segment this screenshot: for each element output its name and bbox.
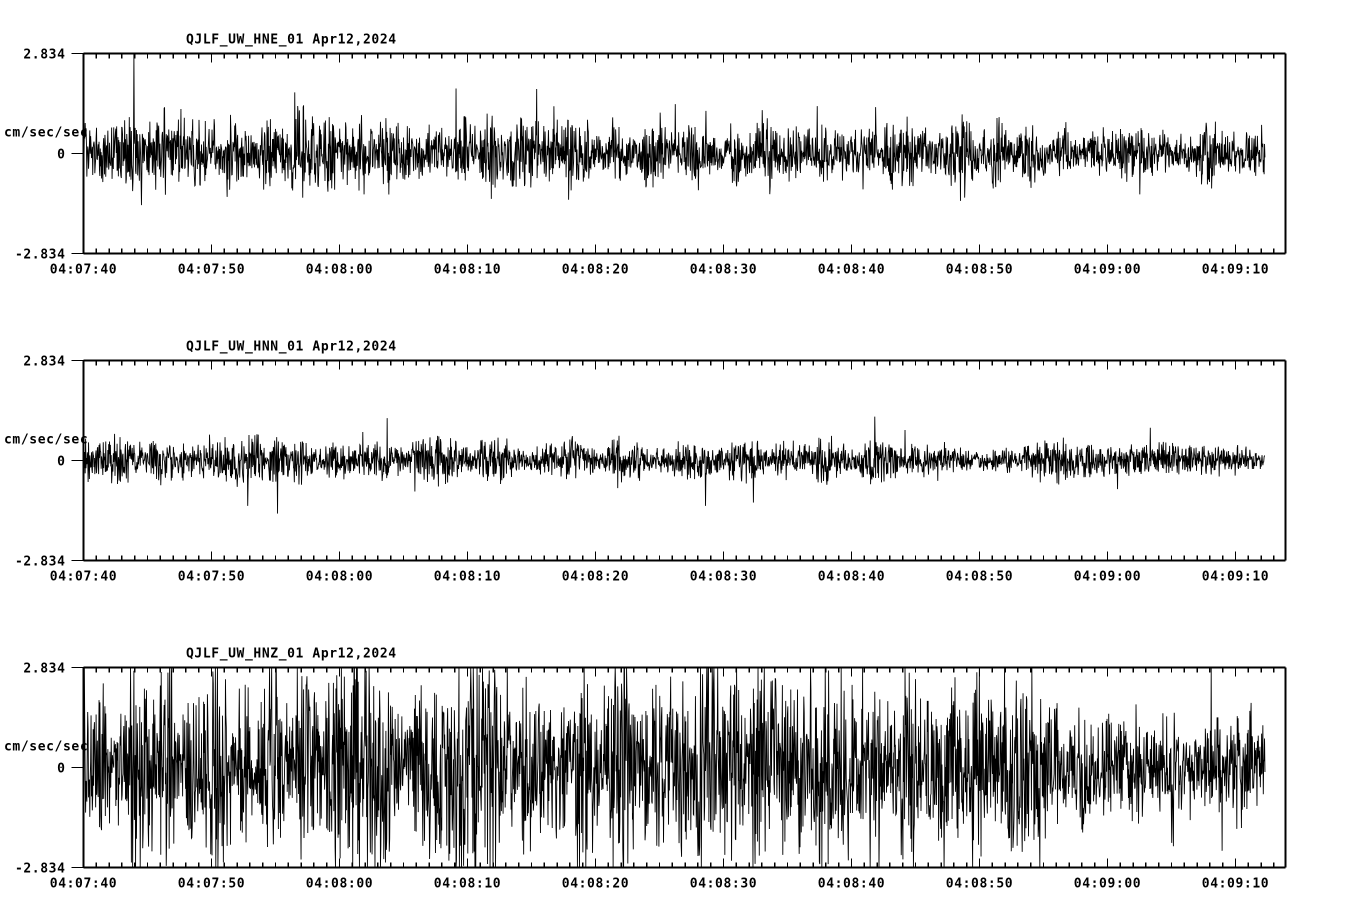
y-axis-zero-label: 0 — [57, 762, 65, 777]
x-axis-tick-label: 04:07:40 — [50, 877, 117, 892]
x-axis-tick-label: 04:08:30 — [690, 263, 757, 278]
waveform-trace — [83, 53, 1266, 206]
x-axis-tick-label: 04:07:40 — [50, 570, 117, 585]
seismogram-plot: 04:07:40 04:07:50 04:08:00 04:08:10 04:08:20… — [4, 340, 1287, 585]
x-axis-tick-label: 04:08:40 — [818, 877, 885, 892]
x-axis-tick-label: 04:08:00 — [306, 570, 373, 585]
x-axis-tick-label: 04:08:30 — [690, 570, 757, 585]
y-axis-max-label: 2.834 — [23, 48, 65, 63]
x-axis-tick-label: 04:08:10 — [434, 263, 501, 278]
x-axis-tick-label: 04:08:50 — [946, 570, 1013, 585]
x-axis-tick-label: 04:08:30 — [690, 877, 757, 892]
waveform-trace — [83, 416, 1266, 514]
x-axis-tick-label: 04:07:50 — [178, 263, 245, 278]
x-axis-tick-label: 04:08:20 — [562, 570, 629, 585]
x-axis-tick-label: 04:08:20 — [562, 877, 629, 892]
x-axis-tick-label: 04:08:40 — [818, 570, 885, 585]
x-axis-tick-label: 04:09:10 — [1202, 263, 1269, 278]
trace-title: QJLF_UW_HNN_01 Apr12,2024 — [186, 340, 397, 355]
x-axis-tick-label: 04:09:00 — [1074, 263, 1141, 278]
y-axis-min-label: -2.834 — [15, 248, 66, 263]
y-axis-unit-label: cm/sec/sec — [4, 433, 88, 448]
seismogram-panel: 04:07:40 04:07:50 04:08:00 04:08:10 04:08:20… — [0, 307, 1358, 615]
x-axis-tick-label: 04:08:20 — [562, 263, 629, 278]
x-axis-tick-label: 04:07:50 — [178, 570, 245, 585]
x-axis-tick-label: 04:08:00 — [306, 263, 373, 278]
seismogram-panel: 04:07:40 04:07:50 04:08:00 04:08:10 04:08:20… — [0, 0, 1358, 308]
y-axis-min-label: -2.834 — [15, 862, 66, 877]
y-axis-zero-label: 0 — [57, 455, 65, 470]
y-axis-zero-label: 0 — [57, 148, 65, 163]
y-axis-min-label: -2.834 — [15, 555, 66, 570]
x-axis-tick-label: 04:09:00 — [1074, 570, 1141, 585]
x-axis-tick-label: 04:08:40 — [818, 263, 885, 278]
y-axis-unit-label: cm/sec/sec — [4, 740, 88, 755]
seismogram-plot: 04:07:40 04:07:50 04:08:00 04:08:10 04:08:20… — [4, 647, 1287, 892]
y-axis-max-label: 2.834 — [23, 662, 65, 677]
y-axis-max-label: 2.834 — [23, 355, 65, 370]
x-axis-tick-label: 04:08:10 — [434, 570, 501, 585]
x-axis-tick-label: 04:09:10 — [1202, 570, 1269, 585]
seismogram-plot: 04:07:40 04:07:50 04:08:00 04:08:10 04:08:20… — [4, 33, 1287, 278]
x-axis-tick-label: 04:08:00 — [306, 877, 373, 892]
trace-title: QJLF_UW_HNE_01 Apr12,2024 — [186, 33, 397, 48]
waveform-trace — [83, 667, 1266, 868]
x-axis-tick-label: 04:09:10 — [1202, 877, 1269, 892]
seismogram-panel: 04:07:40 04:07:50 04:08:00 04:08:10 04:08:20… — [0, 614, 1358, 922]
y-axis-unit-label: cm/sec/sec — [4, 126, 88, 141]
x-axis-tick-label: 04:08:50 — [946, 263, 1013, 278]
x-axis-tick-label: 04:08:10 — [434, 877, 501, 892]
x-axis-tick-label: 04:07:40 — [50, 263, 117, 278]
trace-title: QJLF_UW_HNZ_01 Apr12,2024 — [186, 647, 397, 662]
x-axis-tick-label: 04:09:00 — [1074, 877, 1141, 892]
x-axis-tick-label: 04:07:50 — [178, 877, 245, 892]
x-axis-tick-label: 04:08:50 — [946, 877, 1013, 892]
